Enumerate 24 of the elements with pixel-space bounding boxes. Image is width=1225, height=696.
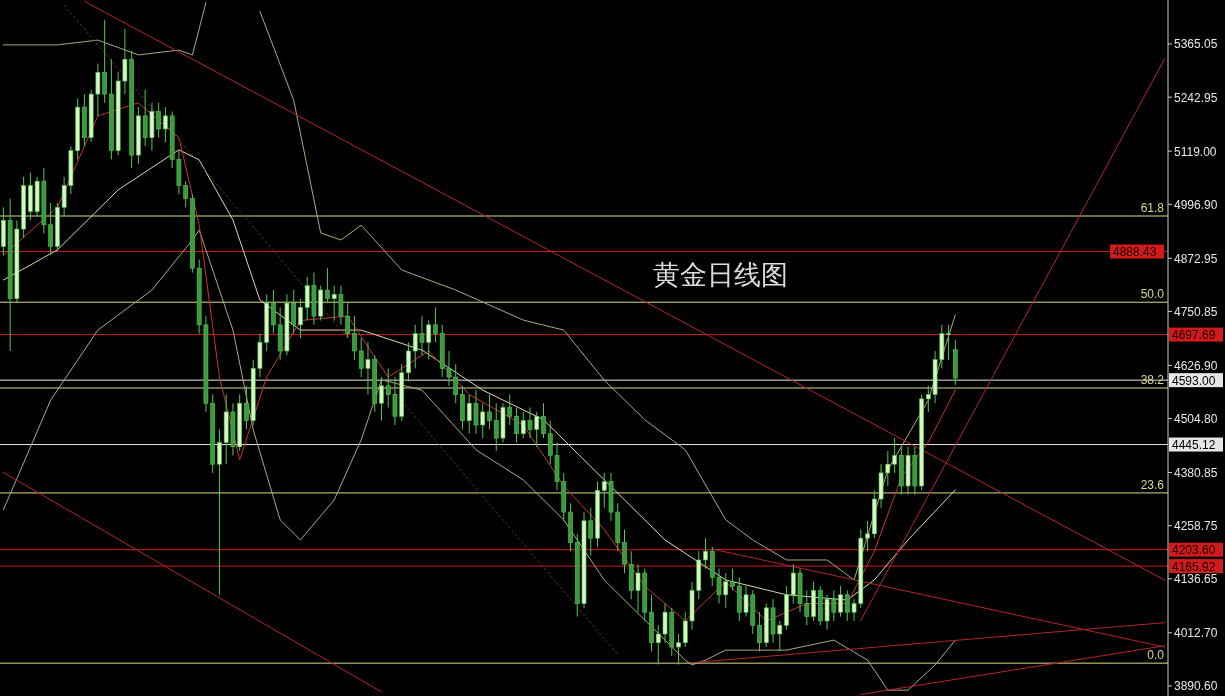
y-tick-label: 4750.85 bbox=[1174, 304, 1218, 319]
ref-line-label: 4697.69 bbox=[1172, 328, 1216, 343]
y-tick-label: 4258.75 bbox=[1174, 519, 1218, 534]
annotation: 50.0 bbox=[1140, 287, 1165, 302]
y-tick-label: 4996.90 bbox=[1174, 197, 1218, 212]
text: 黄金日线图 bbox=[652, 260, 788, 290]
y-tick-label: 4626.90 bbox=[1174, 358, 1218, 373]
y-tick-label: 4872.95 bbox=[1174, 251, 1218, 266]
annotation: 61.8 bbox=[1140, 201, 1165, 216]
y-tick-label: 4136.65 bbox=[1174, 572, 1218, 587]
y-tick-label: 4380.85 bbox=[1174, 466, 1218, 481]
ref-line-label: 4593.00 bbox=[1172, 373, 1216, 388]
y-tick-label: 3890.60 bbox=[1174, 679, 1218, 694]
ref-line-label: 4165.92 bbox=[1172, 559, 1216, 574]
y-tick-label: 5365.05 bbox=[1174, 37, 1218, 52]
y-tick-label: 4012.70 bbox=[1174, 626, 1218, 641]
ref-line-label: 4888.43 bbox=[1113, 245, 1157, 260]
annotation: 0.0 bbox=[1147, 648, 1165, 663]
ref-line-label: 4203.60 bbox=[1172, 543, 1216, 558]
y-tick-label: 5242.95 bbox=[1174, 90, 1218, 105]
y-tick-label: 5119.00 bbox=[1174, 144, 1217, 159]
ref-line-label: 4445.12 bbox=[1172, 438, 1216, 453]
annotation: 23.6 bbox=[1140, 477, 1165, 492]
y-tick-label: 4504.80 bbox=[1174, 412, 1218, 427]
